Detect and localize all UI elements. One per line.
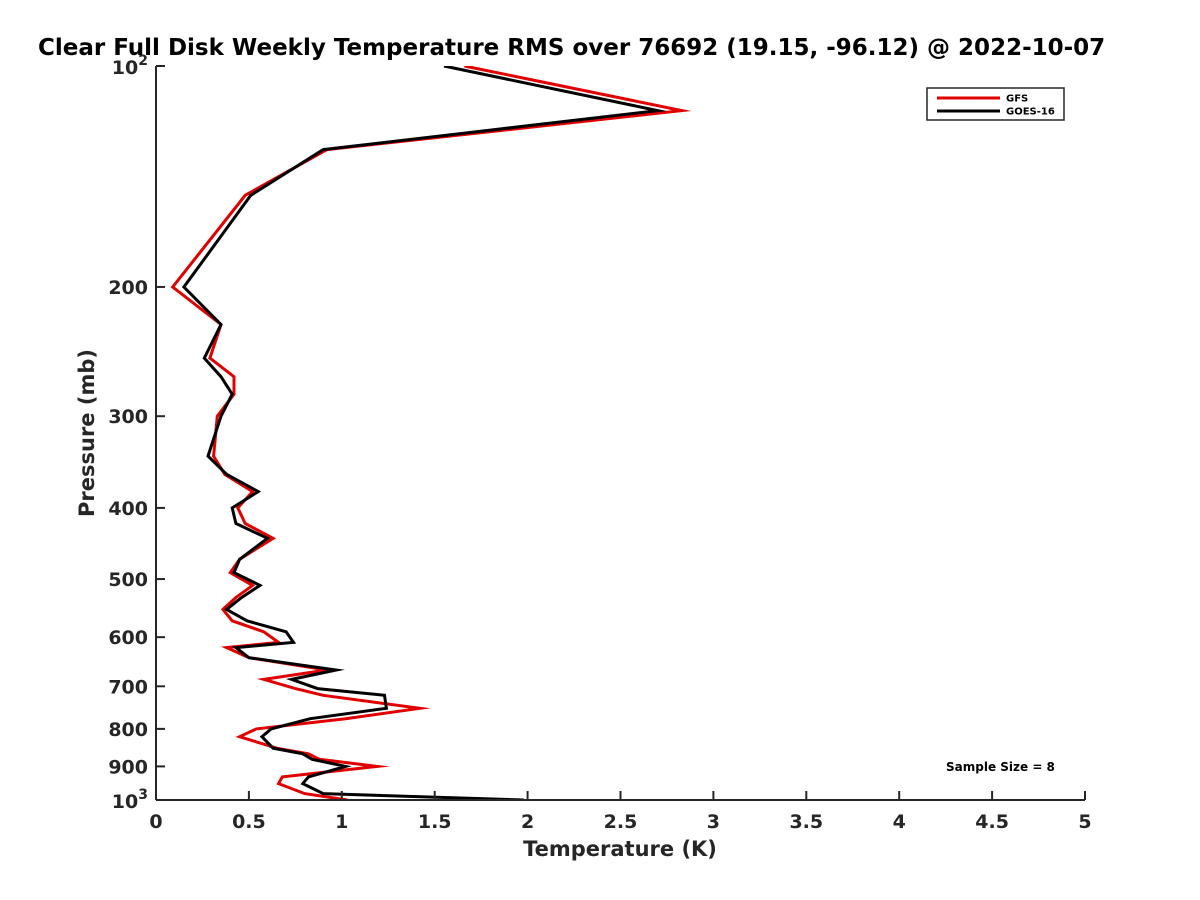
x-tick-label: 3 (707, 811, 720, 833)
x-tick-label: 4 (893, 811, 906, 833)
x-tick-label: 2.5 (604, 811, 638, 833)
x-tick-label: 1 (335, 811, 348, 833)
y-tick-label: 200 (108, 277, 148, 299)
y-tick-label: 300 (108, 406, 148, 428)
plot-area (156, 66, 1085, 800)
legend-label: GOES-16 (1006, 107, 1055, 118)
chart-title: Clear Full Disk Weekly Temperature RMS o… (38, 35, 1105, 61)
y-tick-label: 800 (108, 719, 148, 741)
y-tick-label: 500 (108, 569, 148, 591)
y-tick-label: 102 (112, 53, 148, 79)
x-tick-label: 3.5 (789, 811, 823, 833)
series-line-goes-16 (181, 66, 668, 800)
x-tick-label: 1.5 (418, 811, 452, 833)
x-tick-label: 0.5 (232, 811, 266, 833)
axes: 0 0.5 1 1.5 2 2.5 3 3.5 4 4.5 5 102 200 300 400 500 600 7… (108, 53, 1091, 833)
sample-size-annotation: Sample Size = 8 (946, 760, 1055, 774)
x-tick-label: 0 (149, 811, 162, 833)
legend-box (926, 87, 1065, 121)
legend-label: GFS (1006, 94, 1028, 105)
legend: GFS GOES-16 (926, 87, 1065, 121)
y-axis-label: Pressure (mb) (75, 349, 99, 517)
x-tick-label: 5 (1078, 811, 1091, 833)
series-layer (170, 66, 692, 800)
y-tick-label: 400 (108, 498, 148, 520)
y-tick-label: 600 (108, 627, 148, 649)
y-tick-label: 900 (108, 756, 148, 778)
x-tick-label: 2 (521, 811, 534, 833)
y-tick-label: 103 (112, 787, 148, 813)
y-tick-label: 700 (108, 676, 148, 698)
x-axis-label: Temperature (K) (523, 837, 717, 861)
x-tick-label: 4.5 (975, 811, 1009, 833)
plot-background (156, 66, 1085, 800)
